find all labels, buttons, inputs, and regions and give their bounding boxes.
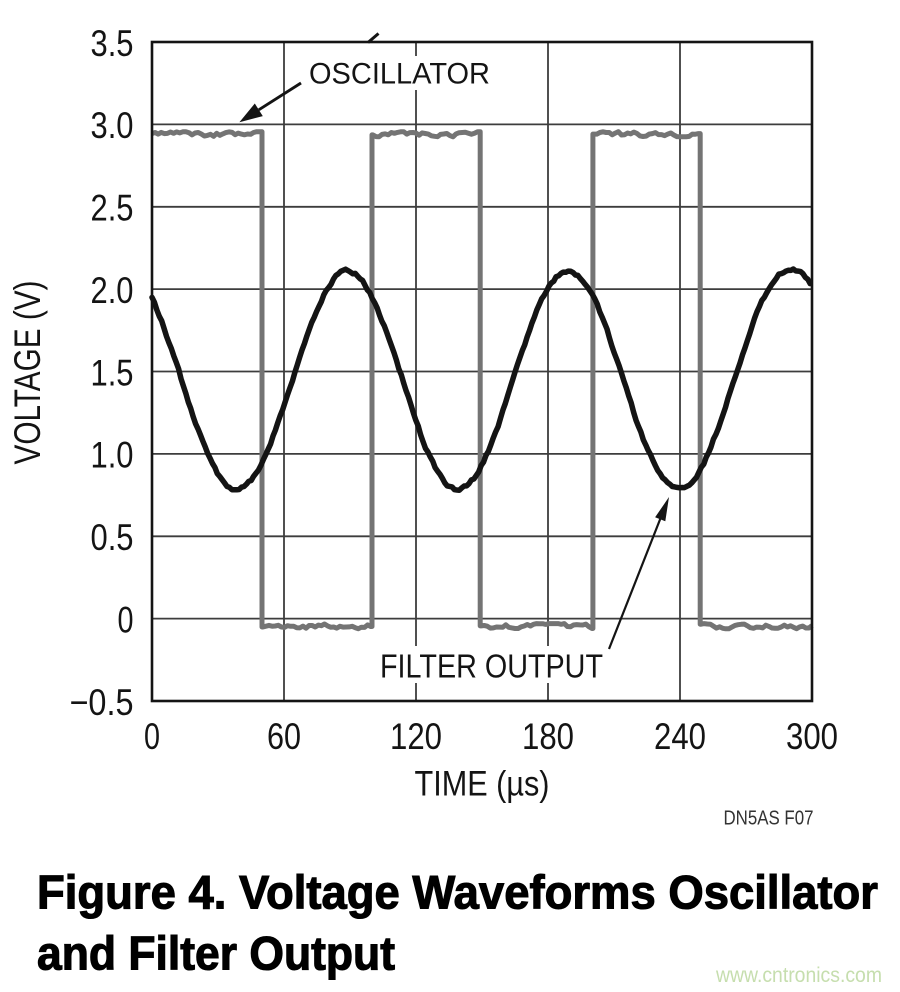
svg-text:300: 300 [786,716,838,757]
svg-text:www.cntronics.com: www.cntronics.com [715,964,882,987]
svg-text:−0.5: −0.5 [70,682,134,723]
svg-text:OSCILLATOR: OSCILLATOR [309,58,490,91]
svg-text:60: 60 [267,716,301,757]
svg-text:0: 0 [144,716,160,757]
svg-text:0: 0 [118,599,134,640]
svg-text:180: 180 [522,716,574,757]
svg-text:1.5: 1.5 [91,352,134,393]
svg-text:0.5: 0.5 [91,517,134,558]
svg-text:3.5: 3.5 [91,23,134,64]
svg-text:1.0: 1.0 [91,435,134,476]
svg-text:Figure 4. Voltage Waveforms Os: Figure 4. Voltage Waveforms Oscillator [37,866,878,919]
svg-text:2.0: 2.0 [91,270,134,311]
svg-text:120: 120 [390,716,442,757]
svg-text:240: 240 [654,716,706,757]
svg-text:and Filter Output: and Filter Output [37,927,395,980]
svg-text:FILTER OUTPUT: FILTER OUTPUT [380,648,603,685]
svg-text:2.5: 2.5 [91,188,134,229]
svg-text:VOLTAGE (V): VOLTAGE (V) [7,281,48,465]
svg-text:DN5AS F07: DN5AS F07 [724,808,814,830]
svg-text:3.0: 3.0 [91,105,134,146]
svg-text:TIME (µs): TIME (µs) [415,765,550,804]
